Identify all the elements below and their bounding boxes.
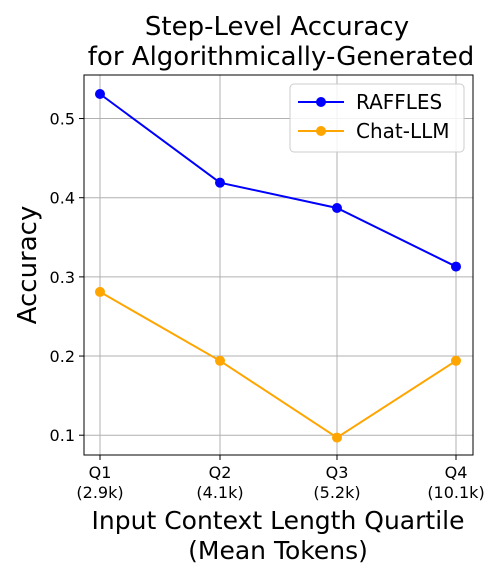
legend-label-raffles: RAFFLES — [356, 90, 442, 114]
chart-title-line-2: for Algorithmically-Generated — [88, 42, 474, 72]
series-raffles — [95, 89, 461, 272]
chart-title-line-1: Step-Level Accuracy — [145, 12, 409, 42]
x-tick-label: Q1 — [89, 463, 112, 482]
x-axis-label-line-2: (Mean Tokens) — [188, 536, 368, 565]
x-tick-label: Q2 — [209, 463, 232, 482]
x-axis-label-line-1: Input Context Length Quartile — [92, 506, 465, 535]
series-layer — [95, 89, 461, 443]
legend-marker-chat-llm — [316, 126, 326, 136]
series-line — [99, 93, 457, 268]
x-tick-sublabel: (2.9k) — [76, 483, 123, 502]
series-line — [99, 291, 457, 439]
series-chat-llm — [95, 286, 461, 443]
x-tick-sublabel: (5.2k) — [313, 483, 360, 502]
plot-frame — [83, 74, 474, 456]
data-point — [451, 355, 461, 366]
data-point — [332, 203, 342, 213]
y-tick-label: 0.5 — [50, 110, 75, 129]
x-tick-sublabel: (10.1k) — [427, 483, 484, 502]
legend-label-chat-llm: Chat-LLM — [356, 119, 450, 143]
data-point — [332, 432, 342, 443]
legend: RAFFLES Chat-LLM — [289, 83, 465, 153]
data-point — [215, 177, 225, 188]
legend-marker-raffles — [316, 97, 326, 107]
data-point — [95, 286, 105, 297]
x-tick-label: Q3 — [326, 463, 349, 482]
y-tick-label: 0.1 — [50, 426, 75, 445]
y-tick-label: 0.3 — [50, 268, 75, 287]
y-axis-ticks: 0.1 0.2 0.3 0.4 0.5 — [50, 110, 84, 445]
data-point — [451, 261, 461, 272]
y-tick-label: 0.4 — [50, 189, 75, 208]
y-tick-label: 0.2 — [50, 347, 75, 366]
x-axis-ticks: Q1(2.9k) Q2(4.1k) Q3(5.2k) Q4(10.1k) — [76, 455, 485, 502]
data-point — [215, 355, 225, 366]
chart-title: Step-Level Accuracy for Algorithmically-… — [88, 12, 474, 72]
y-axis-label: Accuracy — [13, 206, 43, 325]
data-point — [95, 89, 105, 99]
x-tick-sublabel: (4.1k) — [196, 483, 243, 502]
x-tick-label: Q4 — [445, 463, 468, 482]
x-axis-label: Input Context Length Quartile (Mean Toke… — [92, 506, 465, 565]
